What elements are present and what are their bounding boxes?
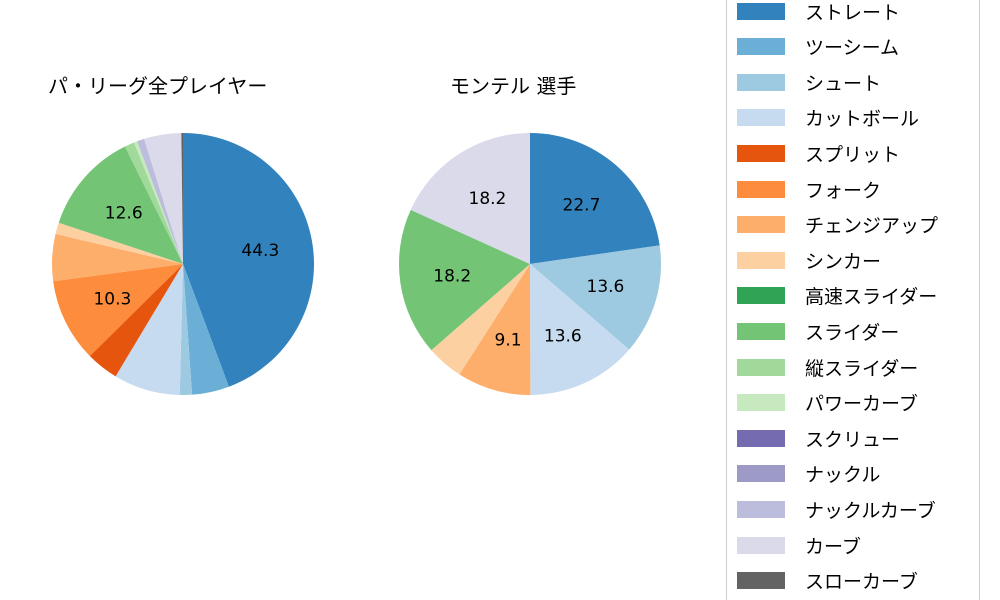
left-pie-title: パ・リーグ全プレイヤー xyxy=(48,74,268,98)
legend-label: フォーク xyxy=(805,179,882,202)
legend-swatch xyxy=(737,287,785,305)
legend-label: カーブ xyxy=(805,535,861,558)
pie-slice xyxy=(431,264,530,375)
pie-slice xyxy=(58,146,183,264)
pie-slice xyxy=(55,222,183,264)
legend-item: フォーク xyxy=(737,177,882,202)
legend-item: スプリット xyxy=(737,141,901,166)
legend-label: チェンジアップ xyxy=(805,215,939,238)
slice-value-label: 18.2 xyxy=(433,266,471,286)
legend-swatch xyxy=(737,144,785,162)
legend-swatch xyxy=(737,572,785,590)
pie-slice xyxy=(115,264,183,395)
pie-slice xyxy=(183,264,229,395)
legend-item: 縦スライダー xyxy=(737,355,919,380)
legend: ストレートツーシームシュートカットボール スプリットフォークチェンジアップ シンカー… xyxy=(726,0,980,600)
legend-label: ナックルカーブ xyxy=(805,499,936,522)
legend-swatch xyxy=(737,322,785,340)
slice-value-label: 13.6 xyxy=(587,277,625,297)
legend-label: スライダー xyxy=(805,321,900,344)
pie-slice xyxy=(530,245,661,350)
pie-slice xyxy=(530,264,630,395)
legend-item: チェンジアップ xyxy=(737,213,938,237)
slice-value-label: 9.1 xyxy=(495,330,522,350)
legend-item: ナックルカーブ xyxy=(737,497,936,522)
legend-swatch xyxy=(737,180,785,198)
right-pie-title: モンテル 選手 xyxy=(450,74,577,98)
legend-label: ナックル xyxy=(805,464,881,487)
pie-slice xyxy=(530,133,660,264)
legend-swatch xyxy=(737,2,785,20)
pie-slice xyxy=(124,142,183,264)
legend-swatch xyxy=(737,216,785,234)
slice-value-label: 22.7 xyxy=(563,196,601,216)
legend-item: パワーカーブ xyxy=(737,391,918,415)
legend-item: シュート xyxy=(737,70,882,95)
legend-label: スプリット xyxy=(805,143,901,166)
legend-swatch xyxy=(737,251,785,269)
slice-value-label: 18.2 xyxy=(469,189,507,209)
legend-swatch xyxy=(737,536,785,554)
pie-slice xyxy=(399,209,530,351)
legend-label: シンカー xyxy=(805,250,882,273)
legend-item: 高速スライダー xyxy=(737,284,937,308)
legend-label: パワーカーブ xyxy=(805,393,918,416)
legend-item: スローカーブ xyxy=(737,569,918,593)
slice-value-label: 13.6 xyxy=(544,326,582,346)
legend-swatch xyxy=(737,73,785,91)
slice-value-label: 10.3 xyxy=(93,290,131,310)
legend-item: シンカー xyxy=(737,248,882,273)
pie-slice xyxy=(144,133,183,264)
legend-label: ツーシーム xyxy=(805,37,900,60)
legend-swatch xyxy=(737,465,785,483)
pie-slice xyxy=(183,133,315,387)
legend-swatch xyxy=(737,394,785,412)
legend-swatch xyxy=(737,429,785,447)
legend-label: 高速スライダー xyxy=(805,286,938,309)
pie-slice xyxy=(459,264,531,395)
legend-swatch xyxy=(737,358,785,376)
pie-slice xyxy=(52,233,183,282)
legend-label: スクリュー xyxy=(805,428,901,451)
legend-label: スローカーブ xyxy=(805,571,918,594)
legend-label: カットボール xyxy=(805,108,920,131)
pie-slice xyxy=(410,133,530,264)
pie-slice xyxy=(181,133,183,264)
legend-item: カーブ xyxy=(737,533,861,558)
legend-label: シュート xyxy=(805,72,882,95)
legend-label: ストレート xyxy=(805,1,901,24)
legend-item: ツーシーム xyxy=(737,35,899,59)
legend-item: スクリュー xyxy=(737,426,901,451)
slice-value-label: 44.3 xyxy=(241,241,279,261)
pie-slice xyxy=(89,264,183,377)
pie-slice xyxy=(137,138,183,264)
legend-label: 縦スライダー xyxy=(805,357,919,380)
pie-charts: 44.3 10.3 12.6 22.7 13.6 13.6 9.1 18.2 18.2 xyxy=(52,133,661,395)
legend-item: カットボール xyxy=(737,106,919,130)
legend-swatch xyxy=(737,109,785,127)
legend-item: ストレート xyxy=(737,0,901,24)
pie-slice xyxy=(179,264,193,395)
pie-slice xyxy=(134,141,183,264)
legend-item: ナックル xyxy=(737,462,880,486)
legend-swatch xyxy=(737,500,785,518)
slice-value-label: 12.6 xyxy=(105,203,143,223)
legend-swatch xyxy=(737,38,785,56)
pie-slice xyxy=(53,264,183,357)
legend-item: スライダー xyxy=(737,319,900,344)
